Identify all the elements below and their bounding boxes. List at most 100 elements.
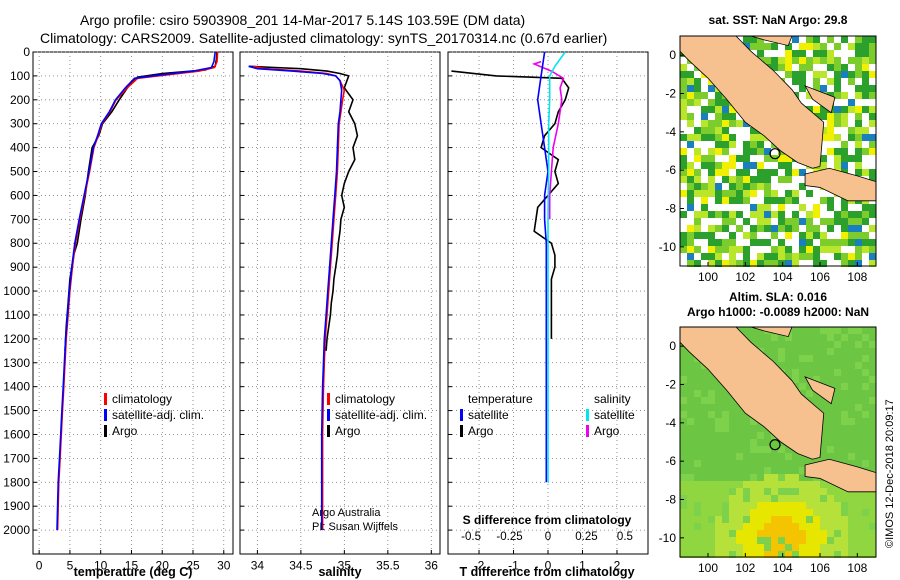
- map-cell: [687, 113, 694, 120]
- map-cell: [680, 106, 687, 113]
- map-cell: [841, 92, 848, 99]
- depth-tick-label: 1500: [3, 404, 30, 418]
- map-cell: [722, 390, 729, 397]
- map-cell: [722, 197, 729, 204]
- map-cell: [701, 446, 708, 453]
- map-cell: [785, 334, 792, 341]
- x-tick-label: 25: [186, 558, 200, 572]
- map-cell: [813, 253, 820, 260]
- map-cell: [764, 190, 771, 197]
- map-cell: [869, 85, 876, 92]
- map-cell: [848, 225, 855, 232]
- map-cell: [715, 99, 722, 106]
- map-cell: [715, 523, 722, 530]
- map-cell: [771, 481, 778, 488]
- map-cell: [757, 43, 764, 50]
- map-cell: [729, 460, 736, 467]
- map-cell: [848, 211, 855, 218]
- map-cell: [792, 516, 799, 523]
- bangka-island: [804, 85, 836, 114]
- map-cell: [764, 239, 771, 246]
- map-cell: [750, 481, 757, 488]
- map-cell: [743, 162, 750, 169]
- map-cell: [848, 57, 855, 64]
- map-cell: [771, 474, 778, 481]
- map-x-tick-label: 108: [847, 561, 867, 575]
- map-cell: [862, 397, 869, 404]
- map-cell: [848, 341, 855, 348]
- map-cell: [694, 446, 701, 453]
- map-cell: [799, 348, 806, 355]
- map-cell: [785, 190, 792, 197]
- map-cell: [708, 85, 715, 92]
- legend-salinity-title: salinity: [594, 392, 631, 406]
- map-cell: [799, 78, 806, 85]
- map-cell: [799, 467, 806, 474]
- map-cell: [715, 120, 722, 127]
- map-cell: [736, 481, 743, 488]
- map-cell: [729, 253, 736, 260]
- map-cell: [820, 551, 827, 558]
- map-cell: [813, 211, 820, 218]
- map-cell: [855, 225, 862, 232]
- map-cell: [869, 106, 876, 113]
- map-cell: [785, 516, 792, 523]
- map-cell: [701, 134, 708, 141]
- map-cell: [799, 502, 806, 509]
- map-cell: [827, 425, 834, 432]
- map-cell: [743, 551, 750, 558]
- map-cell: [764, 218, 771, 225]
- map-cell: [827, 225, 834, 232]
- depth-tick-label: 200: [10, 93, 30, 107]
- map-x-tick-label: 102: [735, 270, 755, 284]
- map-y-tick-label: -2: [665, 87, 676, 101]
- map-cell: [792, 460, 799, 467]
- map-cell: [834, 246, 841, 253]
- map-cell: [827, 327, 834, 334]
- map-cell: [813, 488, 820, 495]
- map-cell: [869, 418, 876, 425]
- map-cell: [813, 232, 820, 239]
- map-cell: [855, 453, 862, 460]
- map-cell: [855, 334, 862, 341]
- legend-t-satellite: satellite: [468, 408, 509, 422]
- map-cell: [715, 516, 722, 523]
- map-cell: [855, 50, 862, 57]
- map-cell: [841, 253, 848, 260]
- map-cell: [715, 92, 722, 99]
- map-cell: [869, 404, 876, 411]
- map-cell: [862, 509, 869, 516]
- map-cell: [869, 369, 876, 376]
- map-cell: [729, 439, 736, 446]
- map-cell: [813, 225, 820, 232]
- map-cell: [820, 232, 827, 239]
- map-cell: [827, 439, 834, 446]
- map-cell: [799, 327, 806, 334]
- map-cell: [806, 544, 813, 551]
- map-cell: [869, 530, 876, 537]
- map-cell: [778, 355, 785, 362]
- map-cell: [834, 376, 841, 383]
- map-cell: [743, 260, 750, 267]
- map-cell: [869, 169, 876, 176]
- map-cell: [764, 523, 771, 530]
- map-cell: [785, 362, 792, 369]
- map-cell: [708, 453, 715, 460]
- map-cell: [680, 418, 687, 425]
- map-cell: [771, 43, 778, 50]
- map-cell: [813, 334, 820, 341]
- map-cell: [694, 176, 701, 183]
- map-cell: [701, 113, 708, 120]
- difference-legend: temperature satellite Argo salinity sate…: [460, 392, 635, 438]
- map-cell: [841, 348, 848, 355]
- map-cell: [722, 432, 729, 439]
- map-cell: [848, 453, 855, 460]
- map-cell: [806, 211, 813, 218]
- map-cell: [820, 355, 827, 362]
- map-cell: [729, 551, 736, 558]
- map-cell: [701, 516, 708, 523]
- map-cell: [820, 369, 827, 376]
- map-cell: [771, 64, 778, 71]
- map-cell: [757, 218, 764, 225]
- map-cell: [764, 148, 771, 155]
